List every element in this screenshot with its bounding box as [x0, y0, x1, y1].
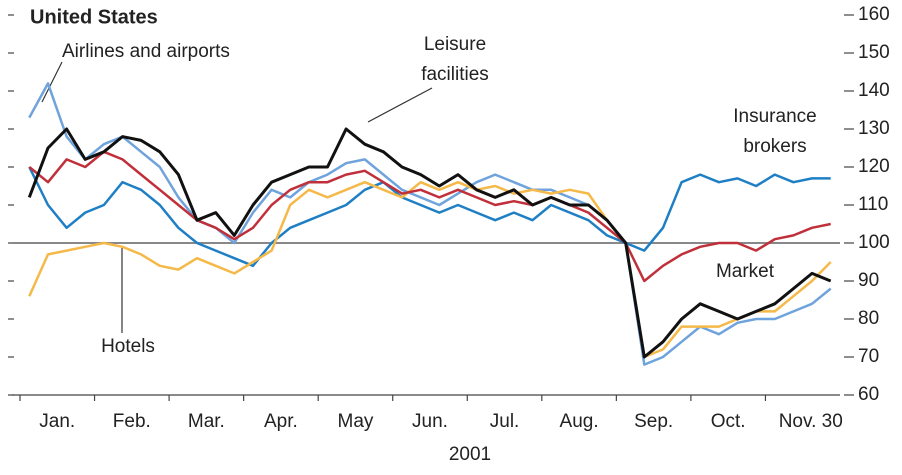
y-tick-label: 100	[858, 232, 890, 253]
x-tick-label: Oct.	[711, 411, 746, 432]
series-label: facilities	[421, 64, 489, 85]
y-tick-label: 110	[858, 194, 888, 215]
series-label: Leisure	[424, 34, 486, 55]
x-tick-label: Nov. 30	[779, 411, 843, 432]
y-tick-label: 90	[858, 270, 879, 291]
leader-line	[367, 87, 433, 123]
series-line	[28, 150, 831, 283]
x-tick-label: Sep.	[634, 411, 673, 432]
chart-title: United States	[30, 6, 158, 28]
y-tick-label: 130	[858, 118, 890, 139]
series-label: Insurance	[733, 106, 816, 127]
x-tick-label: Apr.	[264, 411, 298, 432]
x-axis-label: 2001	[449, 444, 491, 465]
x-tick-label: Mar.	[188, 411, 225, 432]
x-tick-label: Aug.	[560, 411, 599, 432]
y-tick-label: 140	[858, 80, 890, 101]
leader-line	[41, 61, 63, 103]
y-tick-label: 60	[858, 384, 879, 405]
x-tick-label: Jan.	[39, 411, 75, 432]
y-tick-label: 80	[858, 308, 879, 329]
y-tick-label: 70	[858, 346, 879, 367]
x-tick-label: May	[338, 411, 374, 432]
series-line	[28, 166, 831, 268]
series-line	[28, 180, 832, 359]
x-tick-label: Jul.	[490, 411, 520, 432]
y-tick-label: 150	[858, 42, 890, 63]
series-label: Airlines and airports	[62, 41, 230, 62]
y-tick-label: 160	[858, 4, 890, 25]
y-tick-label: 120	[858, 156, 890, 177]
x-tick-label: Jun.	[412, 411, 448, 432]
x-tick-label: Feb.	[113, 411, 151, 432]
series-label: brokers	[743, 136, 806, 157]
series-line	[27, 127, 832, 359]
series-label: Market	[716, 261, 775, 282]
leader-lines	[41, 61, 433, 333]
series-label: Hotels	[101, 336, 155, 357]
series-line	[28, 82, 832, 366]
